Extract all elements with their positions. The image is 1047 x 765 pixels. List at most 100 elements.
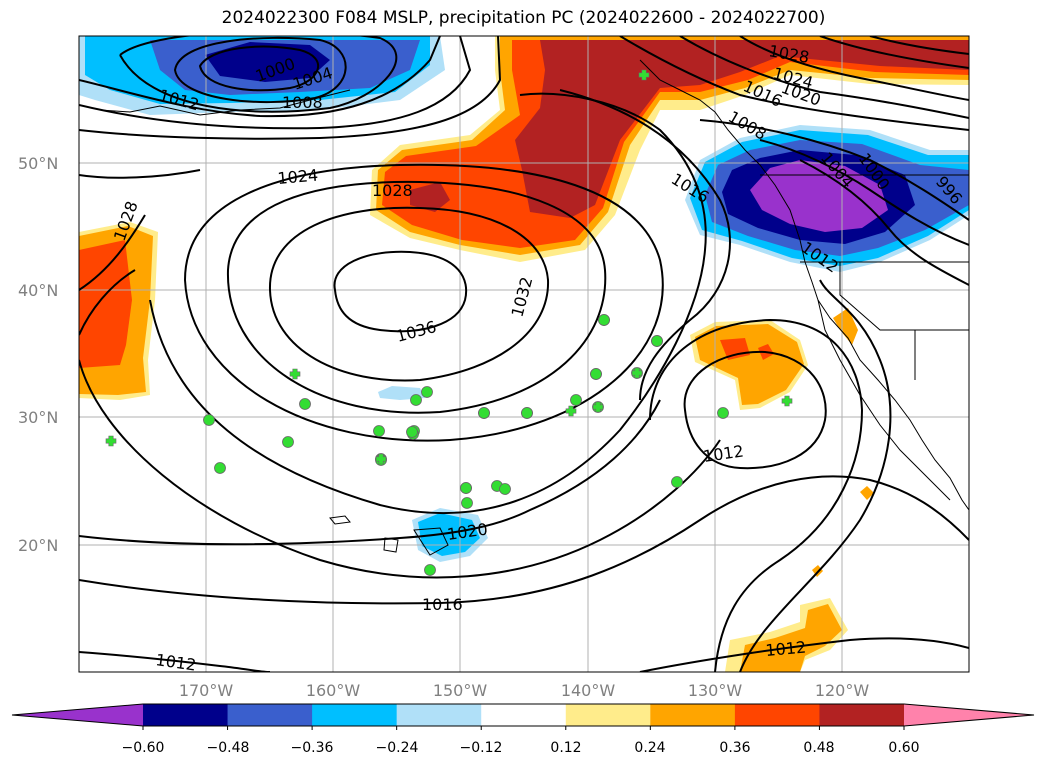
colorbar-tick-label: 0.48 bbox=[803, 740, 834, 756]
lat-label: 50°N bbox=[18, 154, 58, 173]
station-cross-marker bbox=[375, 453, 387, 465]
isobar-pnw-2 bbox=[759, 139, 969, 246]
colorbar-tick-label: −0.36 bbox=[291, 740, 334, 756]
station-cross-marker bbox=[592, 401, 604, 413]
colorbar-tick-label: −0.48 bbox=[207, 740, 250, 756]
colorbar-segment bbox=[396, 704, 482, 726]
station-cross-marker bbox=[105, 435, 117, 447]
isobar-1020 bbox=[79, 36, 502, 140]
isobar-label: 1012 bbox=[130, 47, 171, 66]
colorbar-segment bbox=[312, 704, 398, 726]
isobar-pnw-1 bbox=[699, 119, 969, 221]
colorbar-extend-low bbox=[12, 704, 143, 726]
isobar-1016-east bbox=[649, 318, 864, 672]
colorbar-segment bbox=[650, 704, 736, 726]
isobar-ne-4 bbox=[819, 36, 969, 69]
isobar-1004 bbox=[173, 36, 347, 104]
precip-area-baja bbox=[833, 308, 858, 345]
lat-label: 30°N bbox=[18, 408, 58, 427]
isobar-1020-big bbox=[79, 92, 707, 515]
isobar-1016-south bbox=[79, 475, 969, 605]
lon-label: 160°W bbox=[306, 681, 361, 700]
isobar-1012-east bbox=[683, 350, 827, 470]
lon-label: 150°W bbox=[433, 681, 488, 700]
map-content: 1000 1004 1008 1012 1028 1024 1020 1016 … bbox=[79, 36, 969, 674]
isobar-label: 1024 bbox=[277, 166, 319, 188]
station-circle-marker bbox=[651, 335, 663, 347]
station-circle-marker bbox=[521, 407, 533, 419]
station-circle-marker bbox=[406, 426, 418, 438]
station-circle-marker bbox=[410, 394, 422, 406]
precip-area-gulf-alaska bbox=[515, 40, 969, 218]
station-cross-marker bbox=[781, 395, 793, 407]
colorbar-segment bbox=[565, 704, 651, 726]
station-cross-marker bbox=[289, 368, 301, 380]
isobar-1016-big bbox=[79, 89, 731, 579]
station-circle-marker bbox=[717, 407, 729, 419]
isobar-1036 bbox=[333, 250, 468, 333]
isobar-1012-south bbox=[79, 637, 969, 672]
isobar-1032 bbox=[268, 206, 550, 382]
isobar-labels: 1000 1004 1008 1012 1028 1024 1020 1016 … bbox=[110, 41, 966, 674]
colorbar-tick-label: −0.24 bbox=[376, 740, 419, 756]
isobar-1020-south bbox=[79, 399, 661, 546]
precip-area-aleutian bbox=[205, 42, 330, 82]
station-circle-marker bbox=[478, 407, 490, 419]
station-circle-marker bbox=[590, 368, 602, 380]
station-circle-marker bbox=[461, 497, 473, 509]
lon-label: 170°W bbox=[179, 681, 234, 700]
station-cross-marker bbox=[631, 367, 643, 379]
precip-area-west bbox=[79, 240, 132, 368]
latitude-labels: 50°N 40°N 30°N 20°N bbox=[18, 154, 58, 555]
precip-area-dot bbox=[860, 486, 874, 500]
colorbar-tick-label: 0.24 bbox=[634, 740, 665, 756]
isobar-1008 bbox=[119, 36, 398, 113]
isobar-label: 1016 bbox=[422, 595, 463, 614]
precipitation-layer bbox=[79, 36, 969, 672]
station-circle-marker bbox=[671, 476, 683, 488]
colorbar-tick-label: −0.12 bbox=[460, 740, 503, 756]
station-cross-marker bbox=[565, 405, 577, 417]
isobar-ne-2 bbox=[679, 36, 969, 119]
station-circle-marker bbox=[282, 436, 294, 448]
station-circle-marker bbox=[214, 462, 226, 474]
isobar-1024 bbox=[183, 163, 664, 442]
isobar-pnw-3 bbox=[799, 159, 969, 286]
colorbar-segment bbox=[819, 704, 905, 726]
isobar-1016 bbox=[79, 36, 472, 130]
station-circle-marker bbox=[499, 483, 511, 495]
station-circle-marker bbox=[570, 394, 582, 406]
colorbar-tick-label: 0.36 bbox=[719, 740, 750, 756]
precip-area-gulf-alaska bbox=[410, 182, 450, 212]
station-circle-marker bbox=[460, 482, 472, 494]
isobar-label: 1012 bbox=[765, 638, 807, 660]
isobar-label: 1028 bbox=[372, 181, 413, 200]
lat-label: 20°N bbox=[18, 536, 58, 555]
us-border bbox=[800, 261, 969, 380]
isobar-1028-west bbox=[79, 214, 146, 291]
lon-label: 120°W bbox=[815, 681, 870, 700]
isobar-label: 1012 bbox=[154, 650, 197, 674]
station-circle-marker bbox=[424, 564, 436, 576]
lon-label: 130°W bbox=[688, 681, 743, 700]
longitude-labels: 170°W 160°W 150°W 140°W 130°W 120°W bbox=[179, 681, 870, 700]
station-circle-marker bbox=[203, 414, 215, 426]
isobar-1028 bbox=[226, 180, 607, 414]
colorbar-segment bbox=[481, 704, 567, 726]
colorbar-extend-high bbox=[904, 704, 1034, 726]
map-title: 2024022300 F084 MSLP, precipitation PC (… bbox=[221, 8, 826, 28]
colorbar-segment bbox=[143, 704, 229, 726]
isobar-1012 bbox=[79, 36, 441, 118]
isobar-1000 bbox=[198, 45, 320, 92]
colorbar-segment bbox=[734, 704, 820, 726]
north-america-coast bbox=[639, 59, 969, 511]
station-circle-marker bbox=[373, 425, 385, 437]
map-frame bbox=[78, 35, 970, 673]
precip-area-southeast bbox=[740, 604, 842, 672]
isobar-ne-1 bbox=[619, 36, 969, 131]
colorbar-tick-label: −0.60 bbox=[122, 740, 165, 756]
precip-area-central-east bbox=[720, 338, 750, 360]
colorbar-ticks: −0.60 −0.48 −0.36 −0.24 −0.12 0.12 0.24 … bbox=[122, 740, 920, 756]
station-circle-marker bbox=[598, 314, 610, 326]
